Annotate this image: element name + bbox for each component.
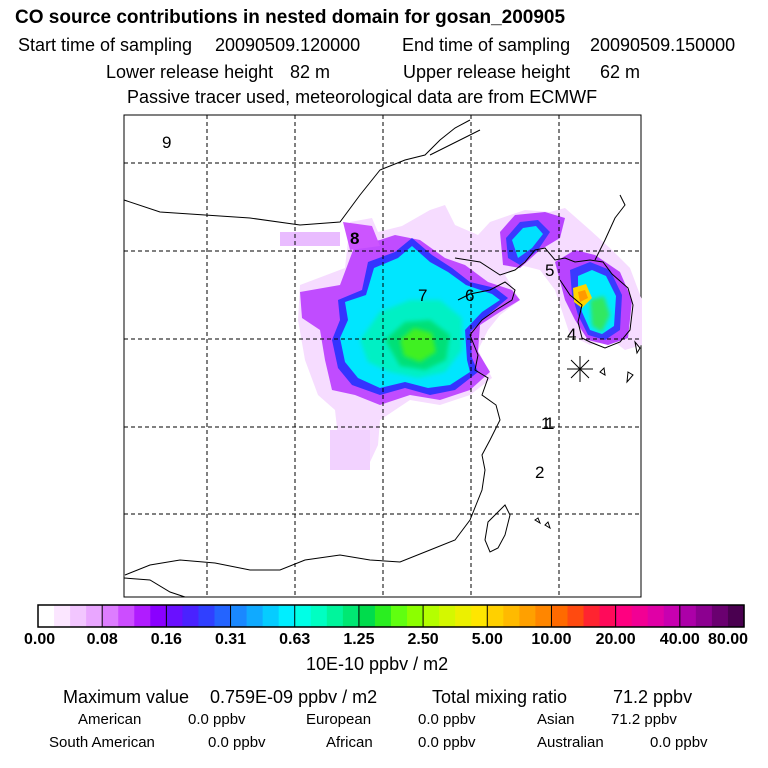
- colorbar-cell: [711, 605, 729, 627]
- colorbar-cell: [663, 605, 681, 627]
- region-label: 7: [418, 286, 427, 305]
- total-mixing-label: Total mixing ratio: [432, 687, 568, 707]
- colorbar-cell: [695, 605, 713, 627]
- colorbar-cell: [54, 605, 71, 627]
- region-label: 4: [567, 325, 576, 344]
- colorbar-cell: [535, 605, 553, 627]
- colorbar-tick-label: 0.31: [214, 631, 247, 648]
- max-value: 0.759E-09 ppbv / m2: [210, 687, 378, 707]
- colorbar-cell: [230, 605, 248, 627]
- colorbar-tick-label: 1.25: [343, 631, 375, 648]
- contribution-value: 0.0 ppbv: [650, 734, 708, 751]
- total-mixing-value: 71.2 ppbv: [613, 687, 693, 707]
- colorbar-cell: [70, 605, 87, 627]
- colorbar-cell: [38, 605, 55, 627]
- start-time-label: Start time of sampling: [18, 35, 193, 55]
- receptor-marker: [567, 356, 593, 382]
- colorbar-cell: [342, 605, 360, 627]
- colorbar-cell: [294, 605, 312, 627]
- colorbar-tick-label: 0.63: [279, 631, 311, 648]
- contribution-value: 71.2 ppbv: [611, 711, 677, 728]
- colorbar-tick-label: 40.00: [659, 631, 700, 648]
- contribution-value: 0.0 ppbv: [418, 734, 476, 751]
- contribution-value: 0.0 ppbv: [188, 711, 246, 728]
- contribution-region: African: [326, 734, 373, 751]
- colorbar-cell: [583, 605, 601, 627]
- colorbar-cell: [423, 605, 440, 627]
- colorbar-unit: 10E-10 ppbv / m2: [306, 654, 449, 674]
- colorbar-cell: [102, 605, 119, 627]
- region-label: 1: [545, 414, 554, 433]
- colorbar-cell: [166, 605, 184, 627]
- upper-height-label: Upper release height: [403, 62, 571, 82]
- contribution-value: 0.0 ppbv: [418, 711, 476, 728]
- colorbar-tick-label: 10.00: [531, 631, 572, 648]
- end-time-label: End time of sampling: [402, 35, 571, 55]
- colorbar-cell: [182, 605, 200, 627]
- chart-title: CO source contributions in nested domain…: [15, 7, 566, 28]
- region-label: 9: [162, 133, 171, 152]
- upper-height-value: 62 m: [600, 62, 641, 82]
- colorbar-cell: [262, 605, 280, 627]
- colorbar-cell: [391, 605, 408, 627]
- region-label: 5: [545, 261, 554, 280]
- colorbar-cell: [214, 605, 232, 627]
- colorbar-tick-label: 2.50: [407, 631, 439, 648]
- region-label: 6: [465, 286, 474, 305]
- colorbar-cell: [118, 605, 135, 627]
- colorbar-tick-label: 20.00: [595, 631, 636, 648]
- contribution-region: European: [306, 711, 372, 728]
- colorbar-cell: [439, 605, 456, 627]
- contribution-region: Australian: [537, 734, 604, 751]
- colorbar-tick-label: 0.00: [24, 631, 56, 648]
- colorbar-cell: [326, 605, 344, 627]
- colorbar-cell: [246, 605, 264, 627]
- colorbar-cell: [487, 605, 504, 627]
- colorbar-cell: [599, 605, 617, 627]
- colorbar-cell: [150, 605, 167, 627]
- max-value-label: Maximum value: [63, 687, 190, 707]
- end-time-value: 20090509.150000: [590, 35, 736, 55]
- colorbar-cell: [407, 605, 424, 627]
- lower-height-value: 82 m: [290, 62, 331, 82]
- colorbar-cell: [727, 605, 745, 627]
- colorbar-tick-label: 80.00: [708, 631, 749, 648]
- colorbar-cell: [503, 605, 520, 627]
- tracer-note: Passive tracer used, meteorological data…: [127, 87, 598, 107]
- colorbar-cell: [615, 605, 633, 627]
- contribution-value: 0.0 ppbv: [208, 734, 266, 751]
- colorbar-cell: [679, 605, 697, 627]
- colorbar-cell: [567, 605, 585, 627]
- colorbar-tick-label: 5.00: [471, 631, 503, 648]
- colorbar-cell: [551, 605, 569, 627]
- colorbar-cell: [631, 605, 649, 627]
- region-label: 2: [535, 463, 544, 482]
- colorbar-tick-label: 0.08: [86, 631, 118, 648]
- colorbar-cell: [647, 605, 665, 627]
- colorbar-cell: [519, 605, 537, 627]
- contribution-region: American: [78, 711, 142, 728]
- map-gridlines: [124, 115, 641, 597]
- colorbar-cell: [86, 605, 103, 627]
- colorbar-cell: [134, 605, 151, 627]
- lower-height-label: Lower release height: [106, 62, 274, 82]
- colorbar-cell: [471, 605, 488, 627]
- colorbar-cell: [310, 605, 328, 627]
- colorbar-cell: [278, 605, 296, 627]
- start-time-value: 20090509.120000: [215, 35, 361, 55]
- colorbar-tick-label: 0.16: [150, 631, 182, 648]
- colorbar-cell: [455, 605, 472, 627]
- region-label: 1: [541, 414, 550, 433]
- region-label: 8: [350, 229, 359, 248]
- contribution-region: Asian: [537, 711, 575, 728]
- colorbar-cell: [374, 605, 392, 627]
- colorbar-cell: [358, 605, 376, 627]
- colorbar-cell: [198, 605, 216, 627]
- contribution-region: South American: [49, 734, 155, 751]
- coastlines: [123, 119, 641, 598]
